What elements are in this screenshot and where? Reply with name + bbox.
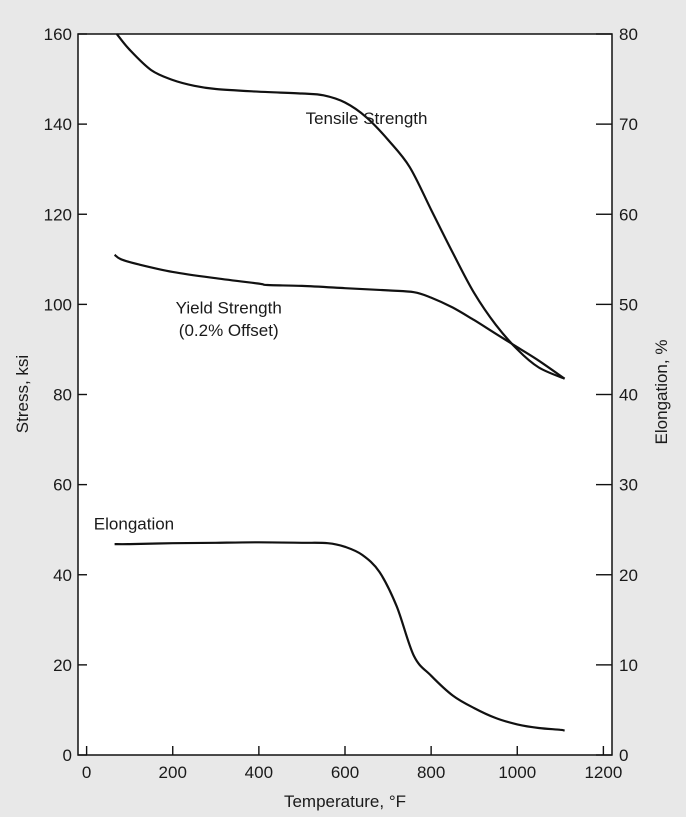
- x-axis-title: Temperature, °F: [284, 792, 406, 811]
- y2-axis-title: Elongation, %: [652, 340, 671, 445]
- annotation-elongation: Elongation: [94, 515, 174, 534]
- annotation-tensile-strength: Tensile Strength: [306, 109, 428, 128]
- series-line-yield-strength-0-2-offset: [113, 253, 566, 380]
- series-layer: [113, 33, 566, 732]
- y2-tick-label: 70: [619, 115, 638, 134]
- y-tick-label: 0: [63, 746, 72, 765]
- y2-tick-label: 30: [619, 476, 638, 495]
- x-tick-label: 200: [159, 763, 187, 782]
- y-tick-label: 20: [53, 656, 72, 675]
- y2-tick-label: 10: [619, 656, 638, 675]
- x-tick-label: 800: [417, 763, 445, 782]
- y-tick-label: 160: [44, 25, 72, 44]
- y-axis-title: Stress, ksi: [13, 355, 32, 433]
- y-tick-label: 100: [44, 295, 72, 314]
- y2-tick-label: 50: [619, 295, 638, 314]
- plot-area: [78, 34, 612, 755]
- y-tick-label: 60: [53, 476, 72, 495]
- y2-tick-label: 80: [619, 25, 638, 44]
- x-tick-label: 400: [245, 763, 273, 782]
- annotation-0-2-offset: (0.2% Offset): [179, 321, 279, 340]
- y-tick-label: 120: [44, 205, 72, 224]
- series-line-tensile-strength: [115, 33, 566, 380]
- series-line-elongation: [114, 541, 565, 732]
- y2-tick-label: 40: [619, 386, 638, 405]
- y2-tick-label: 20: [619, 566, 638, 585]
- y2-tick-label: 60: [619, 205, 638, 224]
- annotation-yield-strength: Yield Strength: [176, 298, 282, 317]
- y-tick-label: 140: [44, 115, 72, 134]
- y-tick-label: 40: [53, 566, 72, 585]
- annotation-layer: Tensile Strength Yield Strength (0.2% Offs…: [94, 109, 428, 534]
- x-tick-label: 1000: [498, 763, 536, 782]
- x-tick-label: 1200: [584, 763, 622, 782]
- y2-tick-label: 0: [619, 746, 628, 765]
- x-tick-label: 0: [82, 763, 91, 782]
- ticks-layer: 0 200 400 600 800 1000 12000204060801001201401…: [44, 25, 638, 782]
- x-tick-label: 600: [331, 763, 359, 782]
- y-tick-label: 80: [53, 386, 72, 405]
